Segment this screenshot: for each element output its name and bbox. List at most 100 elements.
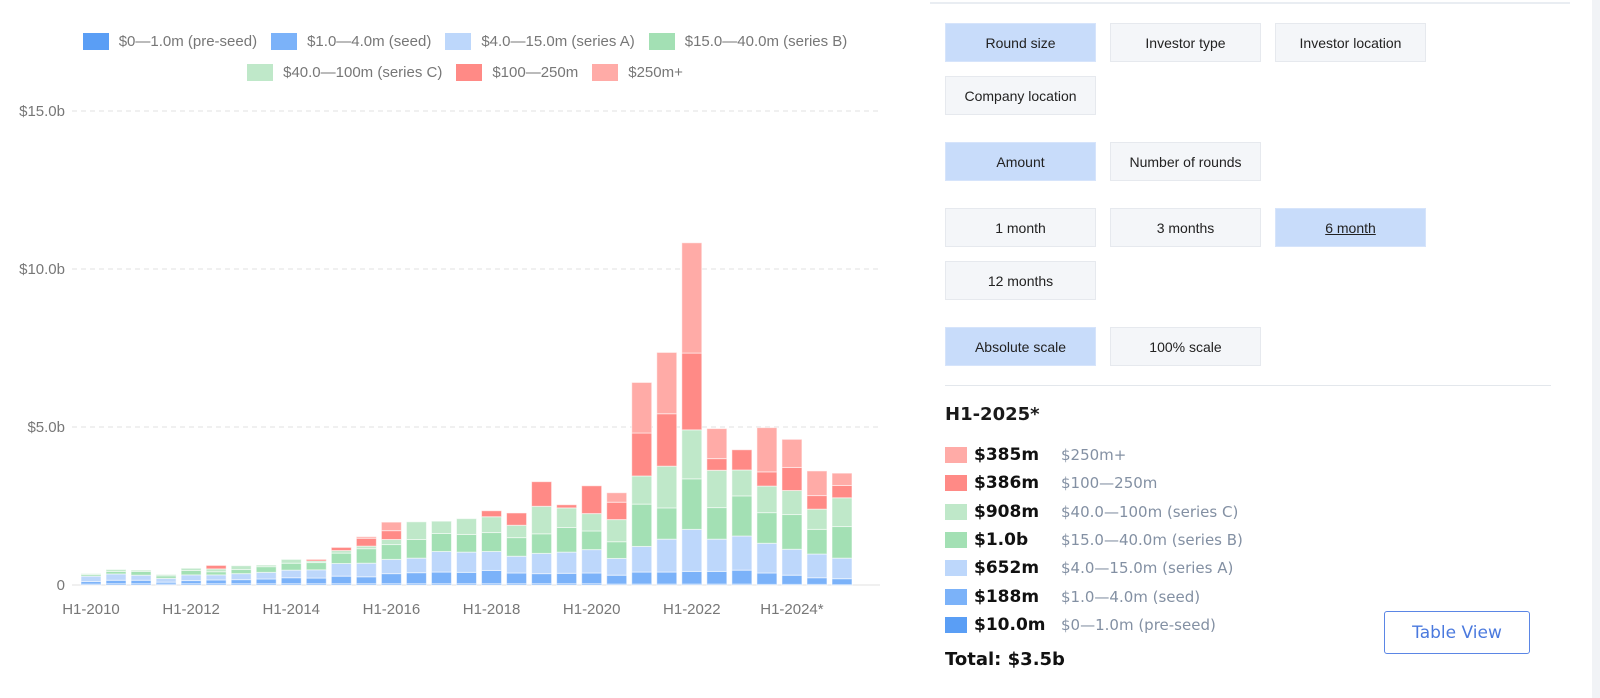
bar-segment-seed[interactable] [606, 574, 628, 585]
bar-segment-r100-250[interactable] [731, 449, 753, 471]
bar-segment-series-b[interactable] [806, 528, 828, 555]
bar-segment-seed[interactable] [230, 579, 252, 585]
bar-segment-series-a[interactable] [656, 538, 678, 573]
bar-segment-series-c[interactable] [656, 465, 678, 509]
bar-stack[interactable] [606, 492, 628, 586]
bar-stack[interactable] [656, 351, 678, 586]
bar-stack[interactable] [756, 427, 778, 586]
bar-segment-series-c[interactable] [806, 508, 828, 530]
bar-segment-seed[interactable] [756, 572, 778, 585]
bar-segment-series-a[interactable] [255, 571, 277, 580]
bar-segment-seed[interactable] [656, 571, 678, 585]
bar-segment-series-a[interactable] [581, 549, 603, 574]
bar-segment-series-b[interactable] [531, 533, 553, 554]
bar-segment-series-b[interactable] [255, 566, 277, 573]
bar-segment-r100-250[interactable] [806, 495, 828, 510]
legend-item-pre-seed[interactable]: $0—1.0m (pre-seed) [82, 26, 257, 57]
bar-segment-series-a[interactable] [756, 542, 778, 574]
bar-segment-series-c[interactable] [681, 429, 703, 480]
bar-segment-r100-250[interactable] [581, 485, 603, 515]
bar-stack[interactable] [355, 536, 377, 586]
legend-item-250m-plus[interactable]: $250m+ [592, 57, 683, 88]
bar-segment-series-a[interactable] [305, 569, 327, 579]
bar-segment-series-b[interactable] [706, 507, 728, 540]
bar-segment-series-b[interactable] [355, 548, 377, 564]
bar-stack[interactable] [681, 242, 703, 586]
bar-segment-series-b[interactable] [831, 526, 853, 559]
bar-segment-r250-plus[interactable] [656, 351, 678, 415]
bar-segment-r100-250[interactable] [606, 501, 628, 521]
bar-segment-series-b[interactable] [405, 538, 427, 559]
bar-stack[interactable] [631, 381, 653, 586]
bar-segment-series-a[interactable] [130, 574, 152, 581]
number-of-rounds-button[interactable]: Number of rounds [1110, 142, 1261, 181]
bar-segment-seed[interactable] [305, 577, 327, 585]
bar-segment-series-b[interactable] [280, 562, 302, 571]
bar-segment-series-c[interactable] [380, 538, 402, 546]
bar-segment-series-c[interactable] [430, 520, 452, 534]
bar-stack[interactable] [405, 521, 427, 586]
bar-segment-seed[interactable] [456, 571, 477, 585]
bar-segment-r100-250[interactable] [330, 546, 352, 552]
bar-segment-series-c[interactable] [180, 567, 202, 571]
bar-segment-seed[interactable] [105, 579, 127, 585]
bar-segment-series-a[interactable] [556, 551, 578, 574]
bar-segment-seed[interactable] [430, 571, 452, 585]
bar-stack[interactable] [456, 518, 477, 586]
company-location-button[interactable]: Company location [945, 76, 1096, 115]
bar-stack[interactable] [781, 438, 803, 586]
bar-segment-series-c[interactable] [280, 558, 302, 564]
bar-segment-series-c[interactable] [731, 469, 753, 497]
bar-segment-series-a[interactable] [80, 575, 102, 583]
bar-stack[interactable] [330, 546, 352, 586]
bar-segment-series-c[interactable] [506, 524, 528, 539]
1-month-button[interactable]: 1 month [945, 208, 1096, 247]
bar-stack[interactable] [731, 449, 753, 586]
bar-segment-series-b[interactable] [581, 530, 603, 551]
bar-segment-r100-250[interactable] [631, 432, 653, 477]
bar-segment-series-a[interactable] [280, 569, 302, 579]
bar-stack[interactable] [581, 485, 603, 586]
bar-segment-r100-250[interactable] [756, 471, 778, 487]
bar-segment-series-c[interactable] [581, 513, 603, 532]
bar-segment-seed[interactable] [205, 579, 227, 585]
bar-segment-series-a[interactable] [180, 574, 202, 582]
3-months-button[interactable]: 3 months [1110, 208, 1261, 247]
bar-segment-series-b[interactable] [506, 537, 528, 557]
legend-item-seed[interactable]: $1.0—4.0m (seed) [271, 26, 431, 57]
bar-segment-series-a[interactable] [380, 558, 402, 575]
bar-segment-series-c[interactable] [80, 573, 102, 576]
bar-segment-series-a[interactable] [531, 552, 553, 575]
bar-segment-series-b[interactable] [606, 541, 628, 559]
bar-segment-series-a[interactable] [806, 553, 828, 579]
bar-stack[interactable] [155, 574, 177, 586]
bar-segment-series-b[interactable] [330, 552, 352, 565]
bar-segment-series-b[interactable] [681, 478, 703, 530]
bar-segment-seed[interactable] [405, 572, 427, 585]
bar-segment-r100-250[interactable] [656, 413, 678, 467]
bar-segment-seed[interactable] [380, 573, 402, 585]
bar-segment-series-b[interactable] [230, 569, 252, 575]
bar-stack[interactable] [556, 504, 578, 586]
scrollbar-track[interactable] [1592, 0, 1600, 698]
legend-item-series-c[interactable]: $40.0—100m (series C) [247, 57, 442, 88]
bar-segment-series-a[interactable] [405, 557, 427, 574]
bar-segment-series-a[interactable] [155, 577, 177, 583]
bar-segment-series-c[interactable] [756, 485, 778, 514]
bar-segment-seed[interactable] [280, 577, 302, 585]
bar-segment-series-a[interactable] [205, 574, 227, 581]
bar-segment-r100-250[interactable] [781, 466, 803, 492]
bar-segment-r250-plus[interactable] [380, 521, 402, 532]
bar-segment-series-b[interactable] [556, 526, 578, 553]
bar-segment-series-b[interactable] [756, 512, 778, 544]
bar-segment-seed[interactable] [831, 578, 853, 586]
bar-segment-series-a[interactable] [355, 562, 377, 578]
bar-segment-series-a[interactable] [706, 538, 728, 572]
investor-type-button[interactable]: Investor type [1110, 23, 1261, 62]
bar-segment-series-a[interactable] [430, 551, 452, 573]
bar-segment-r100-250[interactable] [706, 458, 728, 471]
bar-segment-series-c[interactable] [631, 475, 653, 505]
bar-segment-seed[interactable] [581, 572, 603, 585]
bar-segment-series-b[interactable] [456, 533, 477, 553]
bar-segment-r100-250[interactable] [380, 530, 402, 540]
